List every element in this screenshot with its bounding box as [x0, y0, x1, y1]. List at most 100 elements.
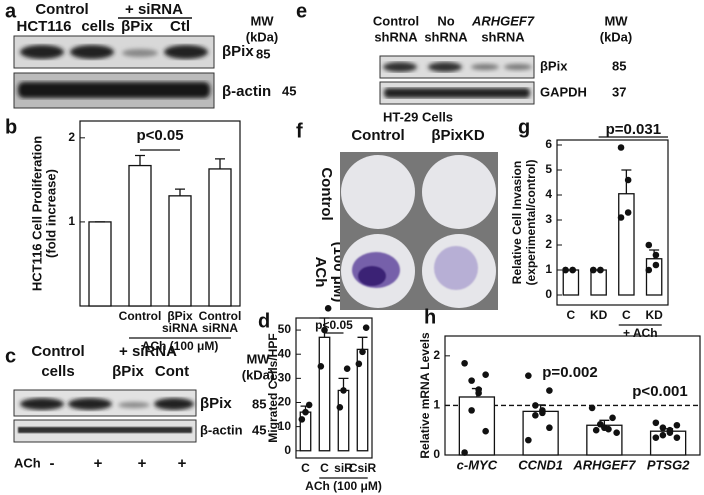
lane-label: βPix: [112, 363, 144, 380]
data-point: [321, 326, 328, 334]
bar: [208, 168, 232, 307]
row-label: βPix: [222, 43, 254, 60]
data-point: [340, 387, 347, 394]
group-label: + siRNA: [125, 1, 183, 18]
plot-frame: [79, 120, 241, 307]
y-axis-label: Relative Cell Invasion: [510, 161, 524, 284]
data-point: [645, 266, 653, 274]
bar: [618, 193, 635, 296]
bar: [522, 410, 559, 456]
x-tick-label: ARHGEF7: [572, 457, 636, 472]
lane-label: No: [437, 13, 454, 28]
y-tick-label: 6: [545, 137, 552, 151]
data-point: [652, 434, 660, 441]
lane-label: ARHGEF7: [471, 13, 535, 28]
x-tick-label: KD: [590, 308, 608, 322]
plot-frame: [295, 317, 373, 459]
panel-letter: f: [296, 120, 303, 142]
x-tick-label: Control: [199, 309, 242, 323]
row-mw: 85: [252, 396, 266, 411]
row-label: βPix: [540, 58, 568, 73]
y-tick-label: 2: [68, 130, 75, 144]
panel-a: a Control + siRNA HCT116 cells βPix Ctl …: [5, 0, 296, 109]
annotation: p=0.031: [606, 121, 661, 138]
data-point: [355, 360, 363, 368]
y-tick-label: 3: [545, 212, 552, 226]
bands: [20, 45, 208, 59]
treatment-sign: -: [50, 455, 55, 472]
data-point: [617, 144, 625, 151]
data-point: [624, 176, 632, 184]
x-tick-label: C: [622, 308, 631, 322]
x-tick-label: siR: [334, 461, 353, 475]
data-point: [359, 348, 366, 356]
data-point: [343, 365, 351, 372]
panel-letter: b: [5, 116, 17, 138]
data-point: [624, 209, 632, 216]
data-point: [613, 429, 620, 436]
well: [341, 155, 415, 229]
mw-unit: (kDa): [246, 29, 279, 44]
data-point: [562, 266, 569, 274]
data-point: [652, 419, 660, 427]
row-label: ACh: [312, 257, 329, 288]
panel-f: f HT-29 Cells Control βPixKD Control ACh…: [296, 109, 498, 310]
y-tick-label: 2: [545, 237, 552, 251]
plot-frame: [556, 139, 669, 306]
data-point: [525, 436, 532, 444]
data-point: [362, 324, 370, 331]
lane-label: Ctl: [170, 18, 190, 35]
treatment-sign: +: [138, 455, 147, 472]
group-label: ACh (100 μM): [305, 479, 382, 493]
lane-label: HCT116: [16, 18, 71, 35]
y-tick-label: 4: [545, 187, 552, 201]
bands: [18, 82, 210, 98]
group-label: ACh (100 μM): [142, 339, 219, 353]
data-point: [592, 426, 600, 434]
group-label: Control: [35, 1, 88, 18]
data-point: [468, 407, 475, 414]
lane-label: βPix: [121, 18, 153, 35]
data-point: [673, 434, 681, 441]
lane-label: shRNA: [374, 29, 418, 44]
panel-letter: d: [258, 310, 270, 332]
y-axis-label: Migrated Cells/HPF: [266, 333, 280, 442]
x-tick-label: KD: [645, 308, 663, 322]
data-point: [461, 449, 468, 456]
mw-unit: (kDa): [600, 29, 633, 44]
bands: [18, 427, 192, 433]
treatment-sign: +: [178, 455, 187, 472]
group-label: + siRNA: [119, 343, 177, 360]
column-label: βPixKD: [431, 127, 485, 144]
y-tick-label: 1: [68, 214, 75, 228]
data-point: [532, 402, 539, 409]
annotation: p<0.001: [632, 383, 687, 400]
x-tick-label: PTSG2: [647, 457, 690, 472]
x-tick-label: CCND1: [518, 457, 563, 472]
y-tick-label: 0: [433, 447, 440, 461]
data-point: [588, 404, 596, 412]
data-point: [482, 427, 489, 435]
data-point: [666, 429, 674, 436]
bands: [384, 88, 530, 98]
row-mw: 85: [256, 46, 270, 61]
colonies: [352, 246, 478, 290]
x-tick-label: C: [567, 308, 576, 322]
y-tick-label: 30: [278, 371, 292, 385]
data-point: [546, 387, 553, 394]
plot-frame: [444, 335, 701, 456]
bar: [88, 221, 112, 307]
bar: [590, 269, 607, 296]
group-label: cells: [41, 363, 74, 380]
row-label: Control: [318, 167, 335, 220]
bar: [318, 336, 331, 452]
data-point: [298, 416, 306, 423]
bar: [337, 389, 350, 452]
y-axis-label: Relative mRNA Levels: [418, 332, 432, 459]
y-tick-label: 5: [545, 162, 552, 176]
lane-label: shRNA: [481, 29, 525, 44]
panel-letter: e: [296, 0, 307, 22]
y-tick-label: 20: [278, 395, 292, 409]
data-point: [652, 261, 660, 269]
data-point: [673, 421, 681, 429]
